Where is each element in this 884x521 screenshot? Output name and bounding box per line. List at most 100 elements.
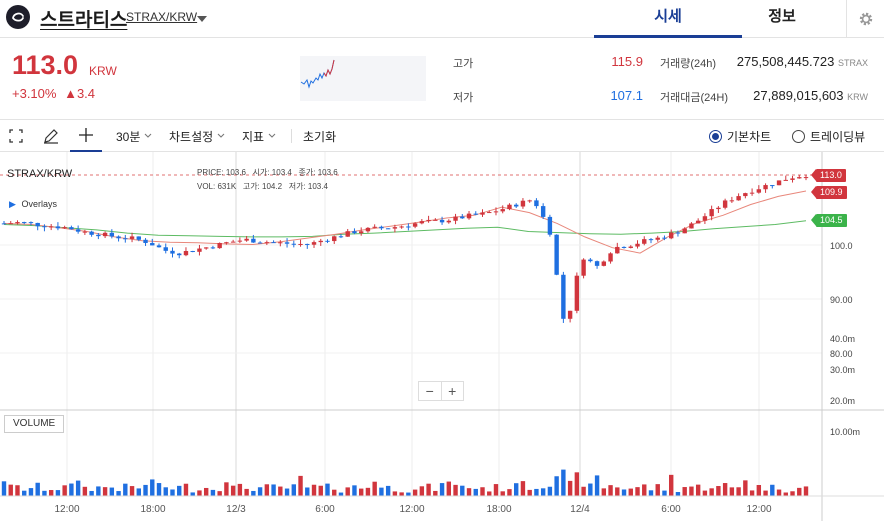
chart-grid [0, 152, 822, 496]
volume-bar [689, 486, 694, 496]
volume-bar [123, 483, 128, 496]
price-chart[interactable]: 12:00 18:00 12/3 6:00 12:00 18:00 12/4 6:00 12:0… [0, 152, 884, 521]
coin-name[interactable]: 스트라티스 [40, 10, 128, 31]
volume-bar [648, 490, 654, 496]
volume-bar [372, 481, 377, 496]
chart-axes: 12:00 18:00 12/3 6:00 12:00 18:00 12/4 6:00 12:0… [0, 152, 884, 521]
volume-bar [230, 485, 236, 496]
candle-body [534, 200, 539, 207]
candle-body [783, 179, 788, 181]
volume-bar [318, 485, 323, 496]
draw-pencil-icon[interactable] [43, 120, 59, 152]
tab-info[interactable]: 정보 [768, 8, 796, 25]
chart-settings-label: 차트설정 [169, 129, 214, 144]
legend-price-label: PRICE: [197, 168, 224, 177]
overlays-toggle[interactable]: ▶ Overlays [9, 199, 57, 210]
candle-body [15, 222, 20, 224]
volume-bar [594, 475, 600, 496]
volume-bar [197, 490, 202, 496]
volume-bar [682, 487, 687, 496]
toolbar-divider [291, 129, 292, 143]
volume-button[interactable]: VOLUME [4, 415, 65, 433]
volume-tick-label: 20.0m [830, 396, 855, 406]
short-ma-tag-text: 109.9 [820, 187, 843, 197]
volume-bar [116, 491, 121, 496]
candle-body [69, 227, 74, 230]
candle-body [237, 240, 243, 242]
volume-bar [311, 484, 317, 496]
gear-icon[interactable] [846, 0, 884, 38]
candle-body [203, 247, 209, 249]
interval-select[interactable]: 30분 [116, 120, 152, 152]
volume-bar [520, 481, 526, 496]
tradingview-radio[interactable]: 트레이딩뷰 [792, 120, 865, 152]
volume-bar [291, 484, 296, 496]
candle-body [55, 226, 61, 229]
market-pair[interactable]: STRAX/KRW [126, 10, 198, 24]
candle-body [675, 232, 681, 234]
candle-body [163, 247, 168, 251]
volume-bar [392, 491, 398, 496]
volume-bar [42, 490, 47, 496]
chart-settings-button[interactable]: 차트설정 [169, 120, 225, 152]
candle-body [379, 226, 384, 229]
volume-bars [1, 469, 809, 496]
candle-body [594, 261, 600, 266]
indicators-button[interactable]: 지표 [242, 120, 276, 152]
candle-body [264, 242, 270, 244]
candle-body [143, 239, 148, 244]
candle-body [716, 207, 721, 210]
candle-body [507, 204, 512, 210]
tab-quote[interactable]: 시세 [594, 0, 742, 38]
candle-body [689, 223, 694, 229]
price-unit: KRW [89, 64, 117, 78]
candle-body [271, 242, 276, 244]
candle-body [109, 232, 115, 237]
volume-bar [257, 487, 263, 496]
volume-bar [183, 483, 189, 496]
candle-body [210, 247, 216, 249]
fullscreen-icon[interactable] [9, 120, 23, 152]
volume-bar [332, 489, 337, 496]
turnover-label: 거래대금(24H) [660, 92, 728, 104]
volume-bar [635, 487, 640, 496]
candle-body [797, 177, 802, 179]
candle-body [628, 246, 633, 248]
candle-body [89, 231, 94, 235]
candle-body [224, 242, 229, 244]
price-tick-label: 100.0 [830, 241, 853, 251]
legend-low-label: 저가: [288, 182, 306, 191]
candle-body [412, 223, 418, 227]
basic-chart-radio[interactable]: 기본차트 [709, 120, 771, 152]
volume-bar [244, 488, 249, 496]
candle-body [803, 177, 809, 179]
zoom-out-button[interactable]: − [425, 383, 434, 399]
candle-body [453, 216, 458, 221]
candle-body [42, 226, 47, 228]
volume-bar [662, 490, 667, 496]
candle-body [1, 223, 7, 225]
candle-body [500, 209, 505, 212]
price-summary: 113.0 KRW +3.10% ▲3.4 고가 115.9 저가 107.1 … [0, 38, 884, 120]
candle-body [150, 243, 155, 246]
ohlc-legend-2: VOL: 631K 고가: 104.2 저가: 103.4 [197, 181, 328, 192]
reset-button[interactable]: 초기화 [303, 129, 337, 144]
volume-bar [763, 490, 768, 496]
crosshair-icon[interactable] [70, 120, 102, 152]
volume-bar [379, 487, 384, 496]
volume-bar [797, 487, 802, 496]
pair-dropdown-icon[interactable] [196, 12, 208, 26]
last-price-tag-text: 113.0 [820, 170, 842, 180]
zoom-in-button[interactable]: + [440, 382, 464, 400]
candle-body [116, 236, 121, 239]
low-value: 107.1 [610, 88, 643, 103]
volume-bar [203, 487, 209, 496]
volume-bar [271, 484, 276, 496]
time-label: 6:00 [661, 504, 681, 515]
candle-body [365, 227, 371, 232]
legend-low-value: 103.4 [307, 182, 328, 191]
volume-bar [554, 476, 559, 496]
volume-bar [729, 487, 735, 496]
mini-chart [300, 56, 426, 101]
candle-body [655, 237, 660, 240]
